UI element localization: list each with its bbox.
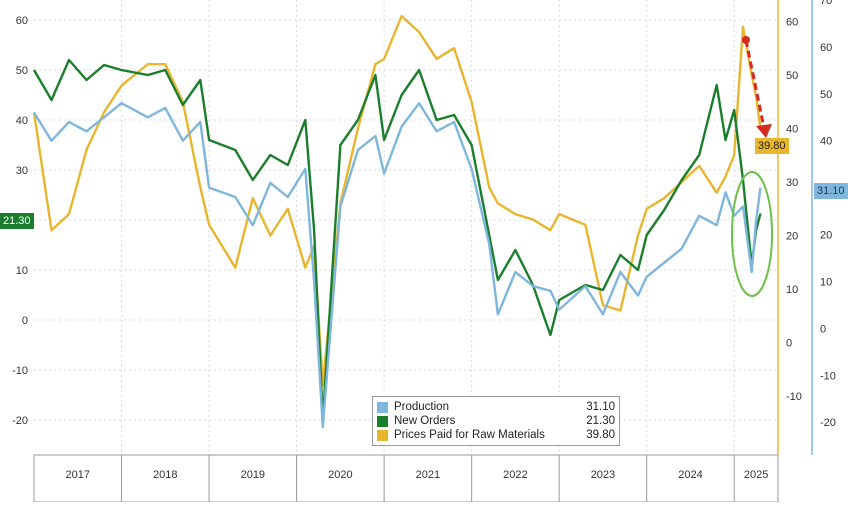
x-tick-label: 2022 (503, 469, 527, 481)
last-value-tag-production: 31.10 (814, 183, 848, 199)
right-tick-label-prices: 40 (786, 123, 798, 135)
legend-value-production: 31.10 (586, 401, 615, 413)
right-tick-label-production: 10 (820, 276, 832, 288)
right-tick-label-production: 40 (820, 136, 832, 148)
right-tick-label-production: 70 (820, 0, 832, 7)
left-tick-label: 60 (16, 15, 28, 27)
green-highlight-circle (731, 171, 773, 297)
legend-item-new-orders: New Orders 21.30 (377, 414, 615, 428)
legend-swatch-new-orders (377, 415, 388, 427)
right-tick-label-production: 20 (820, 230, 832, 242)
left-tick-label: -10 (12, 365, 28, 377)
legend-value-prices: 39.80 (586, 429, 615, 441)
right-tick-label-prices: -10 (786, 391, 802, 403)
series-line-prices (32, 14, 762, 387)
legend: Production 31.10 New Orders 21.30 Prices… (372, 396, 620, 446)
legend-swatch-production (377, 401, 388, 413)
right-tick-label-prices: 20 (786, 231, 798, 243)
x-axis-band (33, 454, 779, 503)
right-tick-label-prices: 30 (786, 177, 798, 189)
x-tick-label: 2025 (744, 469, 768, 481)
right-tick-label-prices: 60 (786, 16, 798, 28)
grid-layer (34, 0, 778, 455)
right-tick-label-production: 50 (820, 89, 832, 101)
red-arrow-shaft (744, 39, 766, 129)
x-tick-label: 2020 (328, 469, 352, 481)
x-tick-label: 2018 (153, 469, 177, 481)
legend-label-prices: Prices Paid for Raw Materials (394, 429, 545, 441)
last-value-tag-prices: 39.80 (755, 138, 789, 154)
x-tick-label: 2019 (241, 469, 265, 481)
series-layer (32, 14, 762, 429)
last-value-tag-new-orders: 21.30 (0, 213, 34, 229)
legend-label-production: Production (394, 401, 449, 413)
legend-value-new-orders: 21.30 (586, 415, 615, 427)
right-tick-label-prices: 10 (786, 284, 798, 296)
x-tick-label: 2023 (591, 469, 615, 481)
right-tick-label-production: -10 (820, 370, 836, 382)
right-tick-label-production: 0 (820, 323, 826, 335)
series-line-new-orders (32, 58, 762, 422)
right-tick-label-prices: 50 (786, 70, 798, 82)
left-tick-label: 50 (16, 65, 28, 77)
red-arrow-head (756, 124, 772, 138)
left-tick-label: -20 (12, 415, 28, 427)
left-tick-label: 30 (16, 165, 28, 177)
series-line-production (32, 101, 762, 429)
annotation-layer (731, 36, 773, 297)
red-arrow-start-dot (742, 36, 750, 44)
x-tick-label: 2024 (678, 469, 702, 481)
right-tick-label-production: -20 (820, 417, 836, 429)
right-tick-label-prices: 0 (786, 338, 792, 350)
x-tick-label: 2017 (66, 469, 90, 481)
left-tick-label: 0 (22, 315, 28, 327)
left-tick-label: 40 (16, 115, 28, 127)
legend-label-new-orders: New Orders (394, 415, 456, 427)
legend-item-prices: Prices Paid for Raw Materials 39.80 (377, 428, 615, 442)
axis-layer: -20 -10 0 10 20 30 40 50 60 -10 0 10 20 30 40 50 60 -20 -1… (12, 0, 836, 503)
left-tick-label: 10 (16, 265, 28, 277)
right-tick-label-production: 60 (820, 42, 832, 54)
legend-swatch-prices (377, 429, 388, 441)
x-tick-label: 2021 (416, 469, 440, 481)
legend-item-production: Production 31.10 (377, 400, 615, 414)
